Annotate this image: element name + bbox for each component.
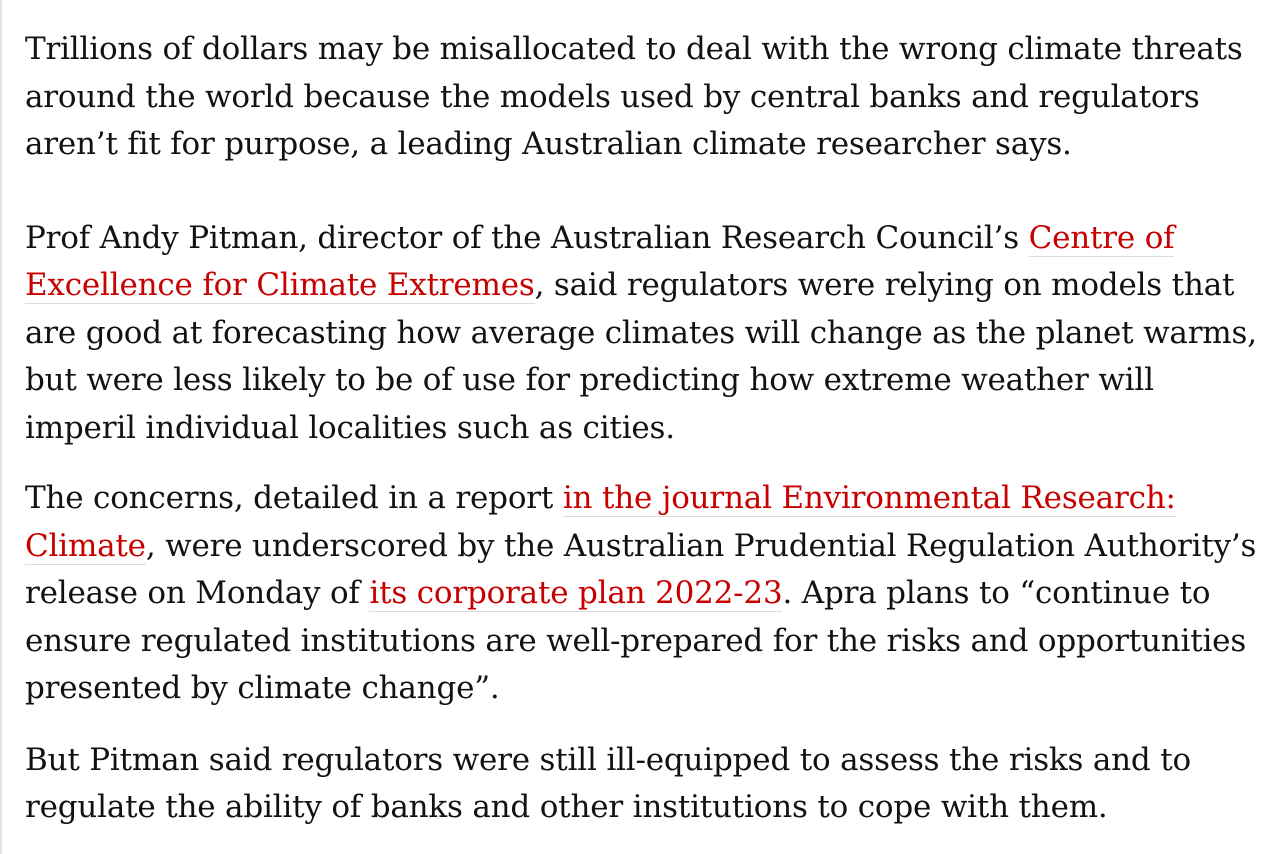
link-corporate-plan[interactable]: its corporate plan 2022-23 — [369, 575, 783, 612]
paragraph-text: But Pitman said regulators were still il… — [25, 741, 1191, 826]
left-border-rule — [0, 0, 2, 854]
paragraph-2: Prof Andy Pitman, director of the Austra… — [25, 215, 1265, 453]
paragraph-text: . Apra plans to “continue to ensure regu… — [25, 575, 1247, 706]
link-centre-of-excellence[interactable]: Centre of Excellence for Climate Extreme… — [25, 219, 1175, 304]
paragraph-text: The concerns, detailed in a report — [25, 480, 563, 516]
link-journal-report[interactable]: in the journal Environmental Research: C… — [25, 480, 1176, 565]
paragraph-3: The concerns, detailed in a report in th… — [25, 475, 1265, 713]
article-body: Trillions of dollars may be misallocated… — [25, 26, 1265, 832]
paragraph-1: Trillions of dollars may be misallocated… — [25, 26, 1265, 169]
paragraph-text: Prof Andy Pitman, director of the Austra… — [25, 219, 1029, 256]
paragraph-text: Trillions of dollars may be misallocated… — [25, 31, 1243, 162]
paragraph-text: , were underscored by the Australian Pru… — [25, 527, 1257, 612]
paragraph-4: But Pitman said regulators were still il… — [25, 737, 1265, 832]
paragraph-text: , said regulators were relying on models… — [25, 267, 1257, 446]
